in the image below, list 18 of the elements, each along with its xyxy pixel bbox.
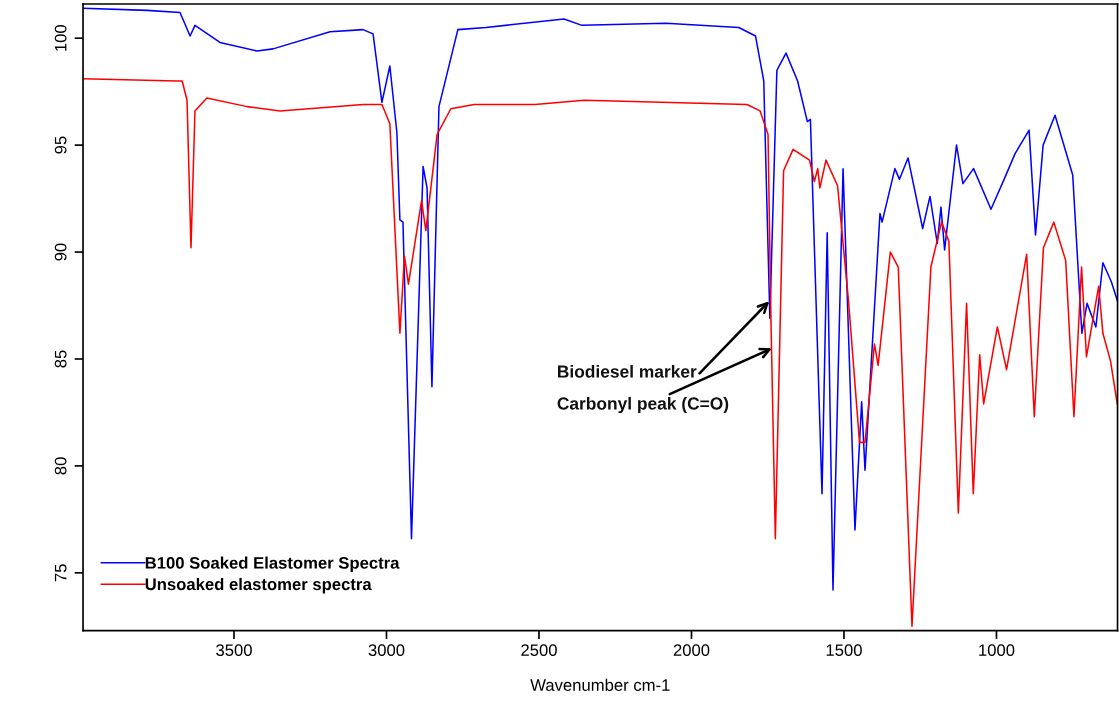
x-tick-label: 1500 [826,644,862,657]
x-tick-label: 3000 [368,644,405,657]
x-axis-title: Wavenumber cm-1 [530,678,670,691]
y-tick-label: 90 [54,243,67,261]
line-series [83,78,1118,628]
annotation: Carbonyl peak (C=O) [557,396,729,414]
x-tick-label: 1000 [979,644,1015,657]
y-tick-label: 75 [54,564,67,582]
legend-label: Unsoaked elastomer spectra [145,577,372,594]
legend-label: B100 Soaked Elastomer Spectra [145,556,400,573]
y-tick-label: 80 [54,457,67,475]
annotation: Biodiesel marker [558,364,697,378]
y-tick-label: 95 [54,136,67,154]
x-tick-label: 2500 [521,644,557,657]
y-tick-label: 100 [54,24,67,51]
y-tick-label: 85 [54,350,67,368]
x-tick-label: 3500 [216,644,252,657]
x-tick-label: 2000 [673,644,710,657]
